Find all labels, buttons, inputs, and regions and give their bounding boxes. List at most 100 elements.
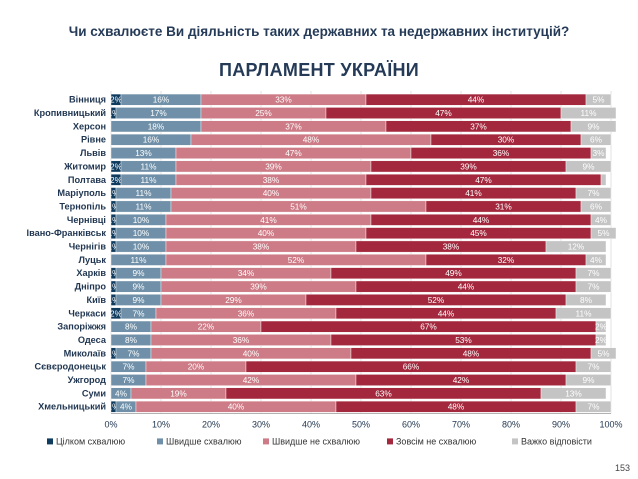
data-label: 1% (108, 402, 121, 412)
data-label: 34% (238, 268, 255, 278)
data-label: 44% (458, 282, 475, 292)
data-label: 52% (428, 295, 445, 305)
bar-segment (580, 133, 612, 146)
data-label: 52% (288, 255, 305, 265)
data-label: 7% (128, 348, 141, 358)
data-label: 4% (590, 255, 603, 265)
data-label: 41% (260, 215, 277, 225)
data-label: 11% (576, 308, 593, 318)
data-label: 2% (595, 335, 608, 345)
data-label: 8% (125, 322, 138, 332)
data-label: 37% (285, 121, 302, 131)
data-label: 1% (108, 268, 121, 278)
category-label: Запоріжжя (57, 322, 106, 332)
data-label: 1% (108, 108, 121, 118)
data-label: 38% (263, 175, 280, 185)
data-label: 19% (170, 388, 187, 398)
data-label: 36% (238, 308, 255, 318)
data-label: 32% (498, 255, 515, 265)
data-label: 8% (125, 335, 138, 345)
data-label: 1% (108, 188, 121, 198)
bar-segment (590, 147, 607, 159)
data-label: 40% (228, 402, 245, 412)
x-tick-label: 70% (452, 419, 470, 429)
data-label: 11% (581, 108, 598, 118)
data-label: 10% (133, 242, 150, 252)
data-label: 48% (448, 402, 465, 412)
bar-segment (595, 334, 607, 346)
x-tick-label: 10% (152, 419, 170, 429)
data-label: 9% (583, 375, 596, 385)
data-label: 33% (275, 95, 292, 105)
data-label: 29% (225, 295, 242, 305)
bar-segment (565, 374, 612, 386)
bar-segment (570, 120, 617, 133)
category-label: Миколаїв (64, 348, 107, 358)
data-label: 1% (108, 348, 121, 358)
data-label: 11% (136, 201, 153, 211)
data-label: 11% (141, 175, 158, 185)
data-label: 36% (233, 335, 250, 345)
data-label: 47% (435, 108, 452, 118)
data-label: 5% (593, 95, 606, 105)
x-tick-label: 40% (302, 419, 320, 429)
data-label: 48% (303, 135, 320, 145)
data-label: 7% (588, 282, 601, 292)
bar-segment (575, 267, 612, 280)
data-label: 53% (455, 335, 472, 345)
legend-swatch (47, 438, 53, 445)
data-label: 6% (590, 135, 603, 145)
category-label: Івано-Франківськ (27, 228, 107, 238)
chart-title: ПАРЛАМЕНТ УКРАЇНИ (218, 60, 420, 80)
data-label: 49% (445, 268, 462, 278)
category-label: Суми (82, 388, 106, 398)
data-label: 1% (108, 201, 121, 211)
legend-swatch (387, 438, 393, 445)
data-label: 6% (590, 201, 603, 211)
x-tick-label: 100% (599, 419, 622, 429)
category-label: Одеса (78, 335, 107, 345)
data-label: 16% (143, 135, 160, 145)
data-label: 39% (265, 161, 282, 171)
data-label: 38% (443, 242, 460, 252)
data-label: 7% (123, 375, 136, 385)
data-label: 7% (588, 402, 601, 412)
data-label: 13% (565, 388, 582, 398)
data-label: 9% (583, 161, 596, 171)
data-label: 45% (470, 228, 487, 238)
data-label: 2% (595, 322, 608, 332)
data-label: 11% (131, 255, 148, 265)
data-label: 40% (258, 228, 275, 238)
bar-segment (595, 320, 607, 333)
category-label: Харків (76, 268, 106, 278)
bar-segment (585, 93, 612, 106)
data-label: 5% (598, 228, 611, 238)
data-label: 36% (493, 148, 510, 158)
bar-segment (565, 294, 607, 306)
data-label: 38% (253, 242, 270, 252)
legend-swatch (512, 438, 518, 445)
data-label: 48% (463, 348, 480, 358)
bar-segment (540, 387, 607, 400)
data-label: 9% (133, 268, 146, 278)
data-label: 4% (120, 402, 133, 412)
bar-segment (575, 400, 612, 413)
x-tick-label: 20% (202, 419, 220, 429)
bar-segment (545, 240, 607, 253)
bar-segment (575, 187, 612, 199)
data-label: 1% (108, 215, 121, 225)
data-label: 2% (110, 161, 123, 171)
data-label: 31% (495, 201, 512, 211)
data-label: 51% (290, 201, 307, 211)
data-label: 11% (136, 188, 153, 198)
bar-segment (590, 214, 612, 226)
category-label: Луцьк (79, 255, 107, 265)
data-label: 30% (498, 135, 515, 145)
data-label: 7% (588, 188, 601, 198)
data-label: 2% (110, 95, 123, 105)
bar-segment (590, 227, 617, 239)
category-label: Дніпро (75, 282, 107, 292)
data-label: 10% (133, 228, 150, 238)
data-label: 44% (468, 95, 485, 105)
